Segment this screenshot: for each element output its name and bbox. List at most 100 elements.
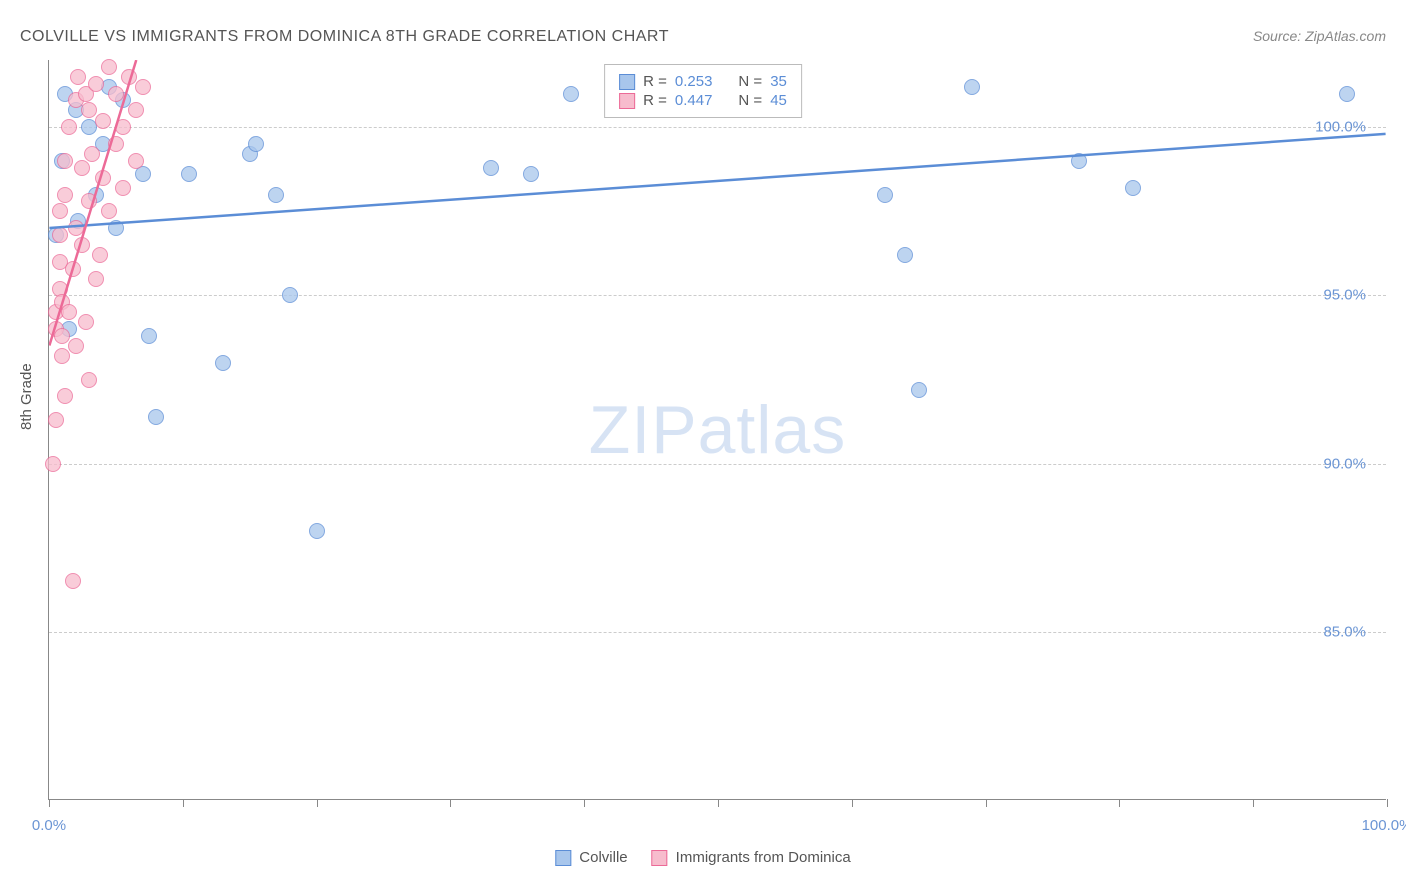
source-label: Source: ZipAtlas.com (1253, 28, 1386, 44)
data-point (141, 328, 157, 344)
data-point (101, 59, 117, 75)
data-point (1339, 86, 1355, 102)
data-point (54, 348, 70, 364)
data-point (61, 304, 77, 320)
trendlines-svg (49, 60, 1386, 799)
xtick (183, 799, 184, 807)
data-point (563, 86, 579, 102)
xtick (1119, 799, 1120, 807)
plot-area: ZIPatlas 85.0%90.0%95.0%100.0%0.0%100.0% (48, 60, 1386, 800)
gridline (49, 127, 1386, 128)
data-point (964, 79, 980, 95)
xtick (718, 799, 719, 807)
legend-swatch (619, 93, 635, 109)
ytick-label: 95.0% (1323, 287, 1366, 304)
data-point (148, 409, 164, 425)
legend-series: Colville Immigrants from Dominica (555, 849, 850, 866)
data-point (248, 136, 264, 152)
xtick-label: 100.0% (1362, 817, 1406, 834)
data-point (57, 153, 73, 169)
legend-series-label: Colville (579, 849, 627, 866)
data-point (268, 187, 284, 203)
data-point (483, 160, 499, 176)
watermark-atlas: atlas (698, 392, 847, 468)
watermark: ZIPatlas (589, 391, 846, 469)
ytick-label: 90.0% (1323, 455, 1366, 472)
data-point (877, 187, 893, 203)
gridline (49, 632, 1386, 633)
data-point (101, 203, 117, 219)
data-point (61, 119, 77, 135)
legend-swatch (619, 74, 635, 90)
data-point (128, 102, 144, 118)
data-point (52, 203, 68, 219)
data-point (181, 166, 197, 182)
data-point (68, 338, 84, 354)
data-point (92, 247, 108, 263)
data-point (84, 146, 100, 162)
data-point (115, 180, 131, 196)
data-point (911, 382, 927, 398)
data-point (88, 271, 104, 287)
legend-n-value: 35 (770, 73, 787, 90)
data-point (78, 314, 94, 330)
data-point (95, 113, 111, 129)
data-point (523, 166, 539, 182)
data-point (128, 153, 144, 169)
data-point (81, 372, 97, 388)
xtick (986, 799, 987, 807)
xtick (317, 799, 318, 807)
legend-series-item: Immigrants from Dominica (652, 849, 851, 866)
y-axis-label: 8th Grade (18, 363, 35, 430)
watermark-zip: ZIP (589, 392, 698, 468)
legend-r-value: 0.253 (675, 73, 713, 90)
xtick (1387, 799, 1388, 807)
legend-stats: R = 0.253 N = 35 R = 0.447 N = 45 (604, 64, 802, 118)
gridline (49, 295, 1386, 296)
chart-title: COLVILLE VS IMMIGRANTS FROM DOMINICA 8TH… (20, 28, 669, 46)
legend-n-label: N = (738, 73, 762, 90)
data-point (115, 119, 131, 135)
xtick (584, 799, 585, 807)
data-point (108, 220, 124, 236)
data-point (108, 86, 124, 102)
xtick (49, 799, 50, 807)
xtick (852, 799, 853, 807)
data-point (309, 523, 325, 539)
xtick (1253, 799, 1254, 807)
data-point (65, 573, 81, 589)
data-point (48, 412, 64, 428)
data-point (68, 220, 84, 236)
data-point (52, 227, 68, 243)
data-point (108, 136, 124, 152)
legend-r-label: R = (643, 73, 667, 90)
legend-r-value: 0.447 (675, 92, 713, 109)
data-point (57, 388, 73, 404)
data-point (1071, 153, 1087, 169)
legend-n-label: N = (738, 92, 762, 109)
legend-series-item: Colville (555, 849, 627, 866)
data-point (81, 193, 97, 209)
legend-series-label: Immigrants from Dominica (676, 849, 851, 866)
xtick (450, 799, 451, 807)
gridline (49, 464, 1386, 465)
data-point (88, 76, 104, 92)
legend-swatch (652, 850, 668, 866)
data-point (95, 170, 111, 186)
data-point (45, 456, 61, 472)
data-point (897, 247, 913, 263)
legend-n-value: 45 (770, 92, 787, 109)
data-point (135, 79, 151, 95)
legend-swatch (555, 850, 571, 866)
data-point (282, 287, 298, 303)
ytick-label: 100.0% (1315, 119, 1366, 136)
legend-stats-row: R = 0.253 N = 35 (619, 73, 787, 90)
data-point (74, 160, 90, 176)
legend-r-label: R = (643, 92, 667, 109)
xtick-label: 0.0% (32, 817, 66, 834)
data-point (215, 355, 231, 371)
data-point (65, 261, 81, 277)
data-point (70, 69, 86, 85)
data-point (57, 187, 73, 203)
ytick-label: 85.0% (1323, 623, 1366, 640)
